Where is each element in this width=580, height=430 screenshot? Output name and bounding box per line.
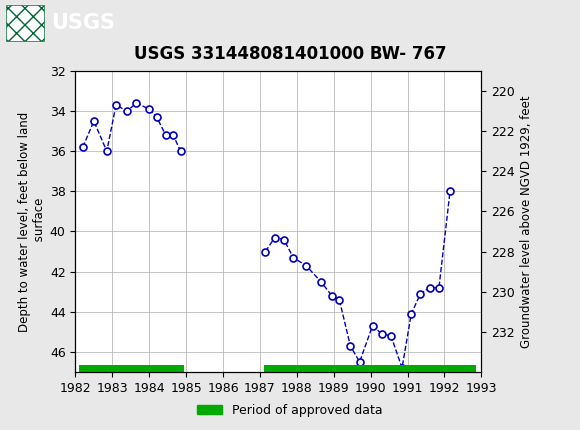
Text: USGS 331448081401000 BW- 767: USGS 331448081401000 BW- 767 (133, 45, 447, 63)
Y-axis label: Groundwater level above NGVD 1929, feet: Groundwater level above NGVD 1929, feet (520, 95, 534, 348)
Legend: Period of approved data: Period of approved data (192, 399, 388, 421)
Y-axis label: Depth to water level, feet below land
 surface: Depth to water level, feet below land su… (17, 111, 46, 332)
Bar (264, 365, 402, 372)
Text: USGS: USGS (51, 12, 115, 33)
Bar (6, 4, 44, 41)
Bar (6, 4, 44, 41)
Bar (402, 365, 476, 372)
Bar (79, 365, 184, 372)
